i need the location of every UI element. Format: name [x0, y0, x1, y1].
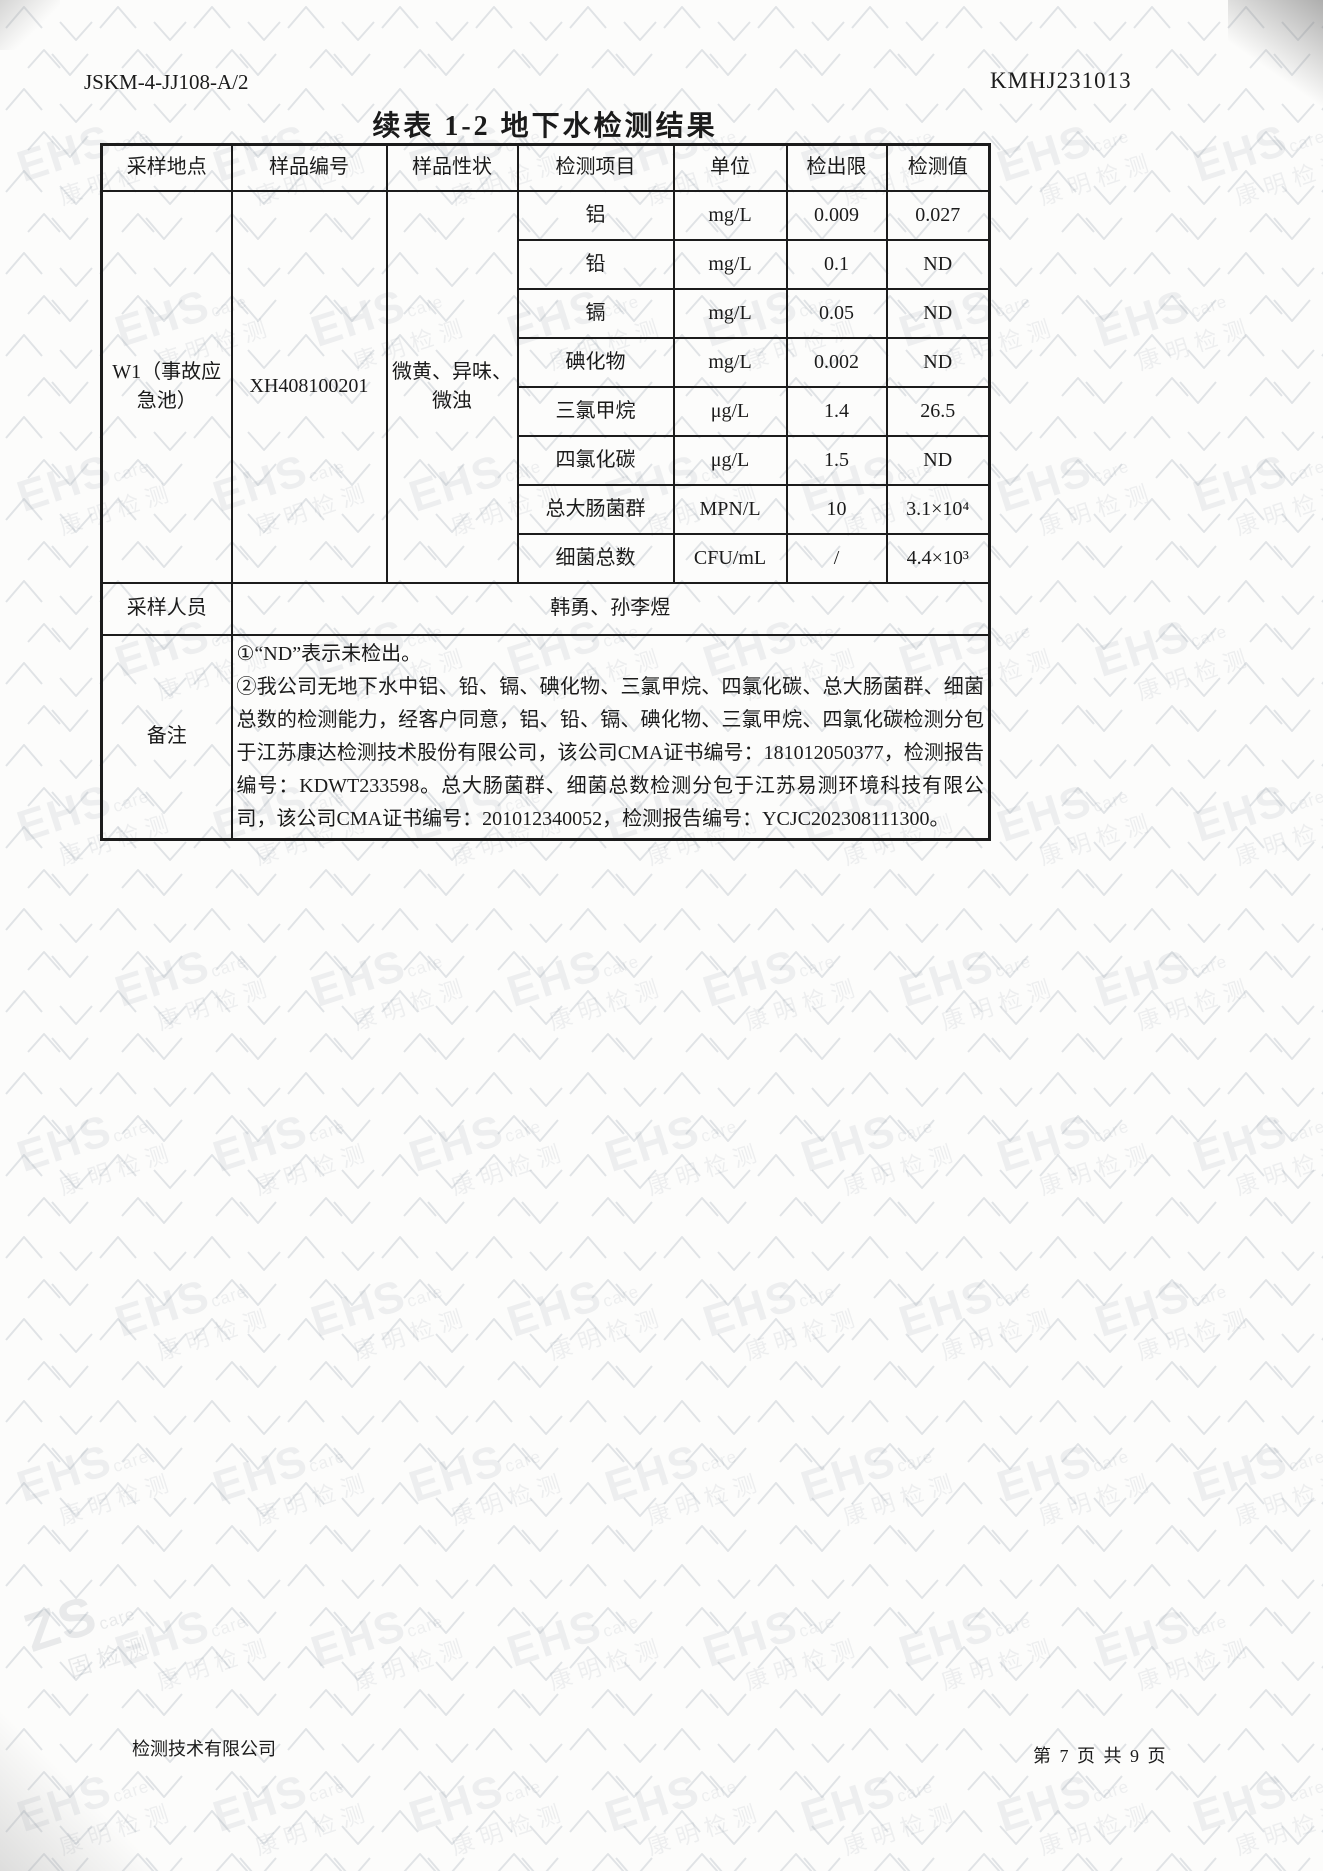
- column-header: 检测值: [885, 143, 991, 192]
- analyte-unit: μg/L: [672, 385, 788, 437]
- report-number: KMHJ231013: [990, 68, 1132, 93]
- measured-value: ND: [885, 238, 991, 290]
- analyte-name: 三氯甲烷: [516, 385, 675, 437]
- analyte-unit: μg/L: [672, 434, 788, 486]
- document-code: JSKM-4-JJ108-A/2: [84, 70, 249, 94]
- detection-limit: 1.5: [785, 434, 888, 486]
- analyte-row: 细菌总数 CFU/mL/4.4×10³: [102, 532, 991, 584]
- measured-value: 0.027: [885, 189, 991, 241]
- personnel-label: 采样人员: [100, 581, 233, 636]
- detection-limit: 1.4: [785, 385, 888, 437]
- analyte-row: 总大肠菌群 MPN/L 10 3.1×10⁴: [102, 483, 991, 535]
- analyte-unit: mg/L: [672, 287, 788, 339]
- analyte-row: 三氯甲烷 μg/L 1.4 26.5: [102, 385, 991, 437]
- remark-text: ①“ND”表示未检出。 ②我公司无地下水中铝、铅、镉、碘化物、三氯甲烷、四氯化碳…: [230, 633, 991, 840]
- personnel-names: 韩勇、孙李煜: [230, 581, 991, 636]
- analyte-name: 碘化物: [516, 336, 675, 388]
- table-header-row: 采样地点 样品编号 样品性状 检测项目 单位 检出限 检测值: [100, 143, 991, 192]
- footer-company: 检测技术有限公司: [132, 1739, 276, 1759]
- analyte-name: 四氯化碳: [516, 434, 675, 486]
- analyte-row: 铅 mg/L 0.1 ND: [102, 238, 991, 290]
- column-header: 单位: [672, 143, 788, 192]
- scan-artifact-top-left: [0, 0, 60, 50]
- detection-limit: 0.05: [785, 287, 888, 339]
- footer-page-number: 第 7 页 共 9 页: [1033, 1746, 1168, 1766]
- column-header: 检出限: [785, 143, 888, 192]
- measured-value: 3.1×10⁴: [885, 483, 991, 535]
- detection-limit: 10: [785, 483, 888, 535]
- sampling-location: W1（事故应急池）: [100, 189, 233, 584]
- column-header: 样品编号: [230, 143, 388, 192]
- personnel-row: 采样人员 韩勇、孙李煜: [100, 581, 991, 636]
- remark-line-1: ①“ND”表示未检出。: [236, 642, 422, 665]
- measured-value: 4.4×10³: [885, 532, 991, 584]
- measured-value: ND: [885, 336, 991, 388]
- detection-limit: 0.1: [785, 238, 888, 290]
- detection-limit: 0.009: [785, 189, 888, 241]
- scan-artifact-bottom-left: [0, 1671, 160, 1871]
- column-header: 样品性状: [385, 143, 519, 192]
- sample-character: 微黄、异味、微浊: [385, 189, 519, 584]
- analyte-name: 铝: [516, 189, 675, 241]
- remark-row: 备注 ①“ND”表示未检出。 ②我公司无地下水中铝、铅、镉、碘化物、三氯甲烷、四…: [100, 633, 991, 840]
- analyte-name: 铅: [516, 238, 675, 290]
- analyte-name: 细菌总数: [516, 532, 675, 584]
- measured-value: 26.5: [885, 385, 991, 437]
- scan-artifact-top-right: [1228, 0, 1323, 120]
- results-table: 采样地点 样品编号 样品性状 检测项目 单位 检出限 检测值 W1（事故应急池） XH4081…: [100, 143, 991, 841]
- analyte-row: 镉 mg/L 0.05 ND: [102, 287, 991, 339]
- analyte-name: 总大肠菌群: [516, 483, 675, 535]
- remark-label: 备注: [100, 633, 233, 840]
- column-header: 检测项目: [516, 143, 675, 192]
- remark-line-2: ②我公司无地下水中铝、铅、镉、碘化物、三氯甲烷、四氯化碳、总大肠菌群、细菌总数的…: [236, 675, 985, 830]
- analyte-unit: CFU/mL: [672, 532, 788, 584]
- measured-value: ND: [885, 287, 991, 339]
- analyte-row: 碘化物 mg/L 0.002 ND: [102, 336, 991, 388]
- analyte-unit: MPN/L: [672, 483, 788, 535]
- page-title: 续表 1-2 地下水检测结果: [372, 111, 718, 142]
- analyte-row: 四氯化碳 μg/L 1.5 ND: [102, 434, 991, 486]
- detection-limit: /: [785, 532, 888, 584]
- analyte-name: 镉: [516, 287, 675, 339]
- sample-number: XH408100201: [230, 189, 388, 584]
- analyte-unit: mg/L: [672, 336, 788, 388]
- detection-limit: 0.002: [785, 336, 888, 388]
- analyte-unit: mg/L: [672, 238, 788, 290]
- column-header: 采样地点: [100, 143, 233, 192]
- analyte-unit: mg/L: [672, 189, 788, 241]
- measured-value: ND: [885, 434, 991, 486]
- analyte-row: W1（事故应急池） XH408100201 微黄、异味、微浊铝 mg/L 0.009 0.…: [100, 189, 991, 584]
